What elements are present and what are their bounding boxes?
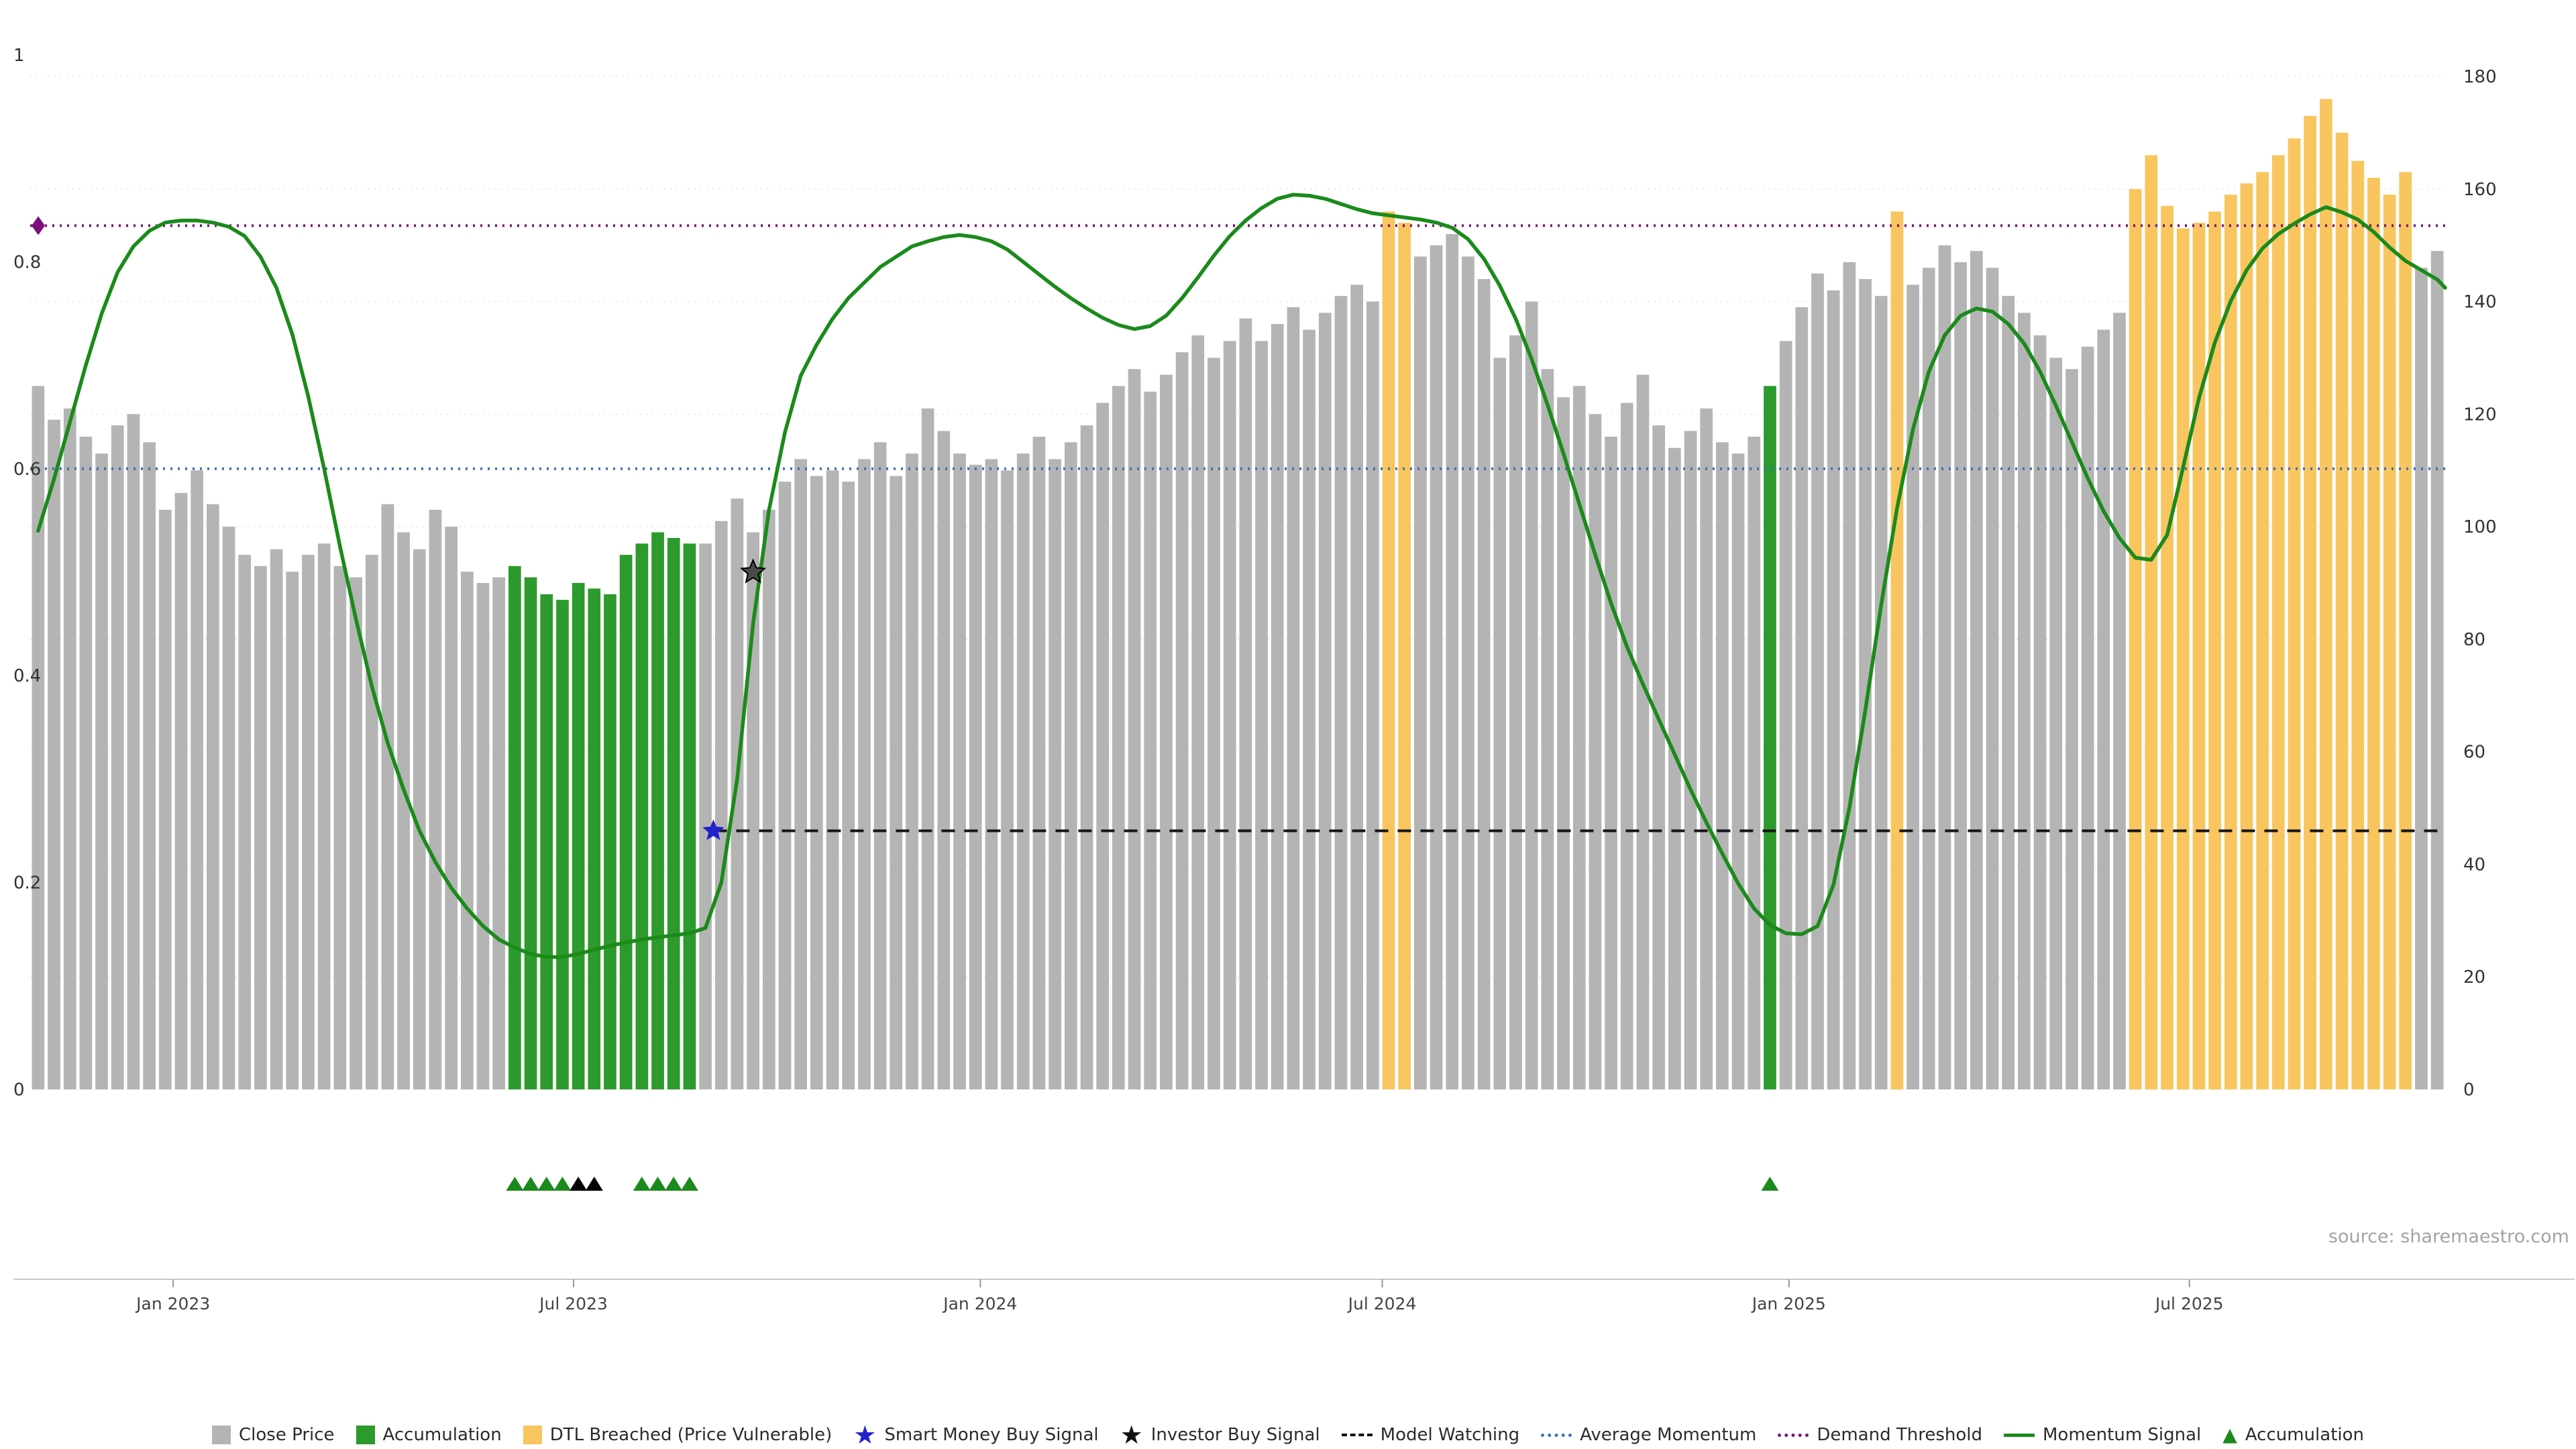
signal-markers [32, 216, 767, 841]
legend-label: Smart Money Buy Signal [884, 1425, 1099, 1445]
momentum-signal-line [36, 193, 2447, 959]
legend-label: Accumulation [2245, 1425, 2364, 1445]
svg-text:120: 120 [2463, 405, 2497, 425]
accumulation-triangle-markers [506, 1177, 1779, 1191]
legend-item-momentum-signal: Momentum Signal [2004, 1425, 2201, 1445]
svg-text:20: 20 [2463, 967, 2485, 987]
green-line-icon [2004, 1433, 2035, 1437]
svg-text:180: 180 [2463, 67, 2497, 87]
svg-text:0: 0 [13, 1080, 25, 1100]
svg-text:0.4: 0.4 [13, 666, 41, 686]
chart-legend: Close Price Accumulation DTL Breached (P… [0, 1420, 2576, 1449]
legend-item-dtl-breached: DTL Breached (Price Vulnerable) [523, 1425, 833, 1445]
dtl-breached-swatch-icon [523, 1426, 542, 1444]
svg-text:0.8: 0.8 [13, 252, 41, 272]
legend-item-investor-buy: ★ Investor Buy Signal [1120, 1420, 1320, 1449]
legend-item-accumulation-triangle: ▲ Accumulation [2222, 1425, 2364, 1445]
legend-label: Model Watching [1380, 1425, 1520, 1445]
purple-dotted-line-icon [1778, 1433, 1809, 1437]
legend-label: Close Price [239, 1425, 335, 1445]
svg-text:80: 80 [2463, 630, 2485, 650]
gridlines [30, 76, 2445, 978]
legend-label: Average Momentum [1580, 1425, 1757, 1445]
svg-text:100: 100 [2463, 517, 2497, 537]
svg-text:Jul 2023: Jul 2023 [538, 1294, 608, 1313]
left-axis-labels: 0 0.2 0.4 0.6 0.8 1 [13, 46, 41, 1100]
blue-star-icon: ★ [853, 1420, 877, 1449]
legend-label: Investor Buy Signal [1150, 1425, 1320, 1445]
x-axis: Jan 2023 Jul 2023 Jan 2024 Jul 2024 Jan 2025… [13, 1279, 2575, 1313]
svg-text:140: 140 [2463, 292, 2497, 313]
price-bars [32, 99, 2444, 1090]
threshold-lines [30, 224, 2445, 833]
demand-threshold-diamond-icon [32, 216, 45, 235]
legend-label: DTL Breached (Price Vulnerable) [549, 1425, 833, 1445]
source-attribution: source: sharemaestro.com [2328, 1226, 2569, 1247]
legend-item-demand-threshold: Demand Threshold [1778, 1425, 1982, 1445]
legend-label: Accumulation [382, 1425, 502, 1445]
green-triangle-icon: ▲ [2222, 1424, 2237, 1446]
svg-text:40: 40 [2463, 855, 2485, 875]
svg-text:Jan 2025: Jan 2025 [1751, 1294, 1826, 1313]
legend-item-close-price: Close Price [212, 1425, 335, 1445]
dashed-line-icon [1341, 1434, 1373, 1436]
svg-text:Jan 2024: Jan 2024 [942, 1294, 1017, 1313]
svg-text:60: 60 [2463, 743, 2485, 763]
investor-buy-star-icon [740, 558, 767, 584]
svg-text:Jul 2025: Jul 2025 [2154, 1294, 2224, 1313]
legend-label: Demand Threshold [1817, 1425, 1982, 1445]
blue-dotted-line-icon [1541, 1433, 1572, 1437]
right-axis-labels: 0 20 40 60 80 100 120 140 160 180 [2463, 67, 2497, 1100]
svg-text:0: 0 [2463, 1080, 2475, 1100]
smart-money-buy-star-icon [702, 819, 724, 841]
legend-label: Momentum Signal [2043, 1425, 2202, 1445]
close-price-swatch-icon [212, 1426, 231, 1444]
legend-item-smart-money-buy: ★ Smart Money Buy Signal [853, 1420, 1099, 1449]
accumulation-swatch-icon [356, 1426, 375, 1444]
svg-text:0.6: 0.6 [13, 460, 41, 480]
svg-text:Jul 2024: Jul 2024 [1347, 1294, 1417, 1313]
svg-text:Jan 2023: Jan 2023 [135, 1294, 210, 1313]
svg-text:160: 160 [2463, 180, 2497, 200]
legend-item-model-watching: Model Watching [1341, 1425, 1520, 1445]
svg-text:0.2: 0.2 [13, 873, 41, 894]
black-star-icon: ★ [1120, 1420, 1143, 1449]
legend-item-average-momentum: Average Momentum [1541, 1425, 1756, 1445]
svg-text:1: 1 [13, 46, 25, 66]
legend-item-accumulation-bar: Accumulation [356, 1425, 502, 1445]
